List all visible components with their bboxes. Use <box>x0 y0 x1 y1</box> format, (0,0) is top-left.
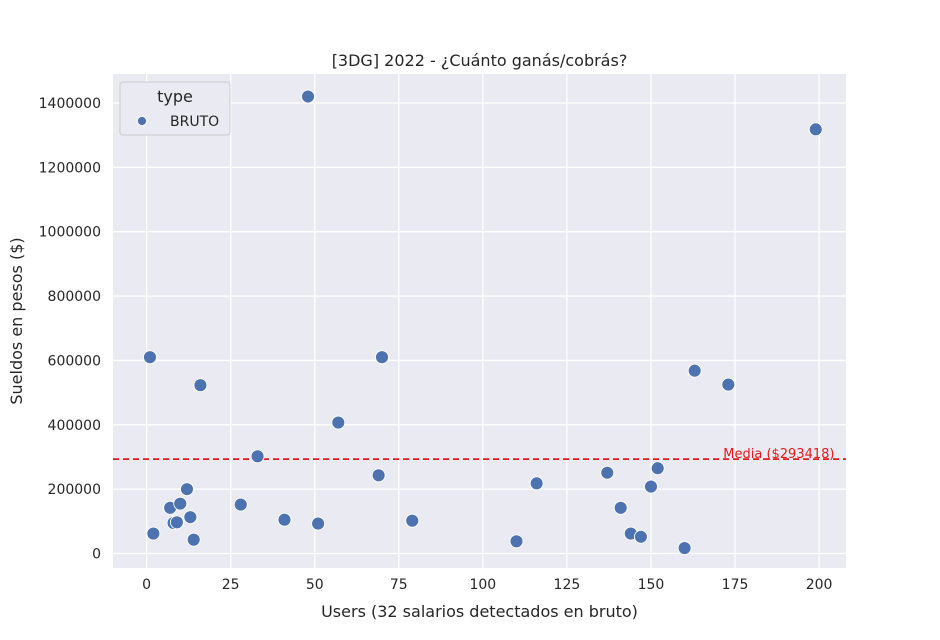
data-point <box>183 510 198 525</box>
x-tick-label: 75 <box>390 577 408 593</box>
y-tick-label: 400000 <box>48 418 101 434</box>
data-point <box>644 479 658 494</box>
data-point <box>650 461 665 476</box>
mean-label: Media ($293418) <box>723 447 834 462</box>
data-point <box>311 516 326 531</box>
data-point <box>371 468 386 483</box>
data-point <box>143 350 157 365</box>
data-point <box>808 122 823 137</box>
data-point <box>193 378 208 393</box>
grid <box>113 74 846 568</box>
chart-title: [3DG] 2022 - ¿Cuánto ganás/cobrás? <box>332 51 628 70</box>
x-tick-label: 100 <box>469 577 496 593</box>
legend-marker <box>137 116 147 126</box>
y-tick-label: 1400000 <box>39 96 101 112</box>
x-axis-label: Users (32 salarios detectados en bruto) <box>321 602 638 621</box>
legend-title: type <box>157 87 193 106</box>
plot-area <box>113 74 846 568</box>
y-tick-label: 200000 <box>48 482 101 498</box>
legend: type BRUTO <box>119 81 231 136</box>
x-tick-label: 125 <box>554 577 581 593</box>
data-point <box>250 449 265 464</box>
data-point <box>186 532 201 547</box>
legend-box <box>119 81 231 136</box>
x-tick-label: 0 <box>142 577 151 593</box>
data-point <box>687 363 702 378</box>
y-tick-label: 1000000 <box>39 225 101 241</box>
mean-line-group: Media ($293418) <box>113 447 846 462</box>
y-tick-label: 800000 <box>48 289 101 305</box>
data-point <box>405 513 420 528</box>
x-tick-labels: 0 25 50 75 100 125 150 175 200 <box>142 577 832 593</box>
data-points <box>143 89 823 555</box>
data-point <box>633 529 648 544</box>
x-tick-label: 200 <box>806 577 833 593</box>
data-point <box>146 526 161 541</box>
data-point <box>331 415 346 430</box>
data-point <box>509 534 524 549</box>
y-axis-label: Sueldos en pesos ($) <box>7 237 26 404</box>
data-point <box>375 350 389 365</box>
data-point <box>180 482 194 497</box>
data-point <box>600 465 615 480</box>
data-point <box>301 89 315 104</box>
data-point <box>169 515 184 530</box>
data-point <box>721 377 736 392</box>
x-tick-label: 25 <box>222 577 240 593</box>
x-tick-label: 150 <box>638 577 665 593</box>
data-point <box>233 497 248 512</box>
x-tick-label: 175 <box>722 577 749 593</box>
x-tick-label: 50 <box>306 577 324 593</box>
y-tick-label: 600000 <box>48 353 101 369</box>
data-point <box>529 476 544 491</box>
data-point <box>173 496 188 511</box>
legend-entry-bruto: BRUTO <box>170 114 219 130</box>
data-point <box>277 512 292 527</box>
data-point <box>613 500 628 515</box>
y-tick-labels: 0 200000 400000 600000 800000 1000000 1200000 1… <box>39 96 101 563</box>
y-tick-label: 1200000 <box>39 160 101 176</box>
data-point <box>677 541 692 555</box>
y-tick-label: 0 <box>92 547 101 563</box>
